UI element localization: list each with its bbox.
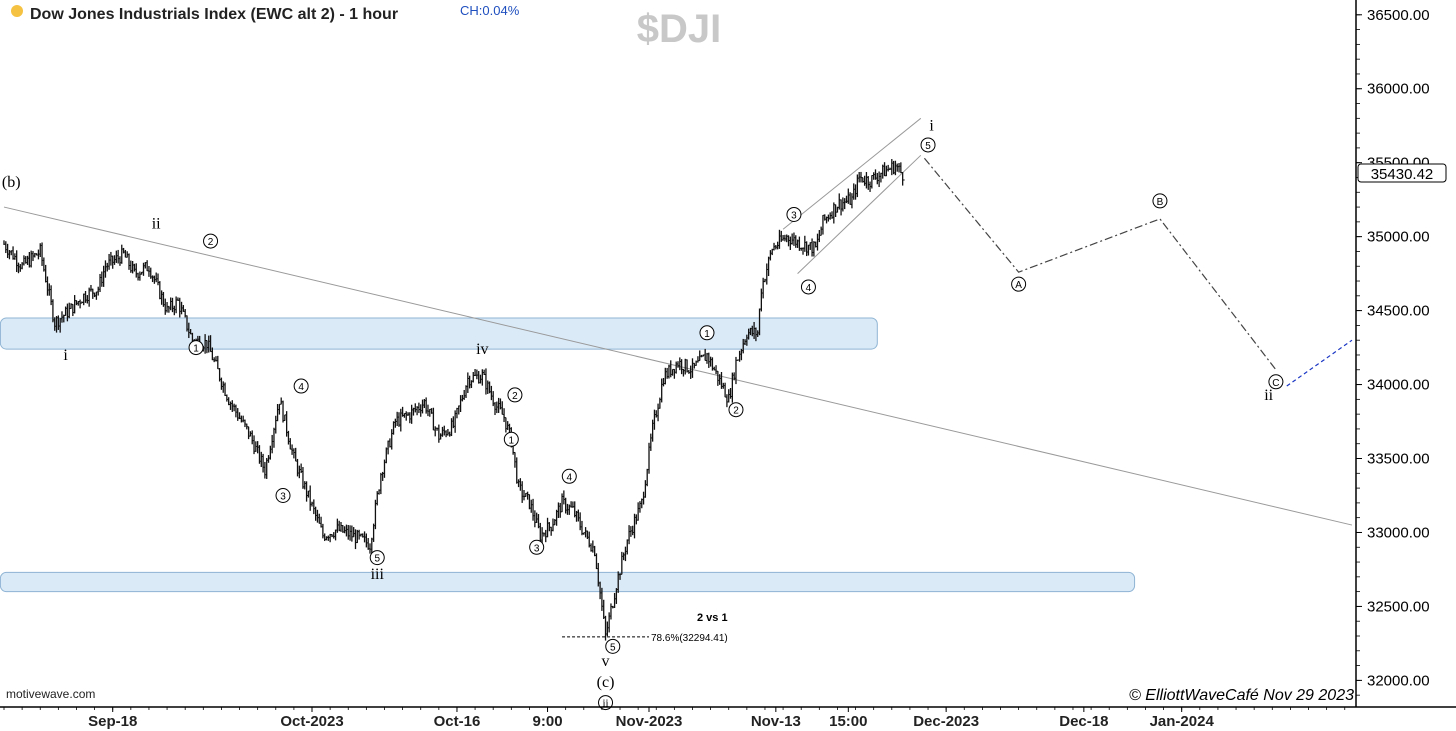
wave-label: iv bbox=[476, 341, 488, 358]
wave-label: ii bbox=[602, 698, 608, 710]
projection-label: A bbox=[1015, 280, 1022, 291]
projection-label-circle bbox=[1152, 193, 1168, 209]
support-zone-2 bbox=[0, 571, 1136, 593]
wave-label-circle bbox=[507, 387, 523, 403]
y-tick-label: 34000.00 bbox=[1367, 377, 1430, 394]
y-tick-label: 36500.00 bbox=[1367, 7, 1430, 24]
wave-label-circle bbox=[275, 487, 291, 503]
wave-label: 5 bbox=[374, 554, 380, 565]
y-tick-label: 35000.00 bbox=[1367, 229, 1430, 246]
wave-label: 1 bbox=[193, 344, 199, 355]
wave-label-circle bbox=[920, 137, 936, 153]
copyright-label: © ElliottWaveCafé Nov 29 2023 bbox=[1129, 687, 1354, 704]
fib-note: 2 vs 1 bbox=[697, 612, 728, 624]
wave-label: (b) bbox=[2, 174, 21, 191]
change-readout: CH:0.04% bbox=[460, 3, 520, 18]
wave-label-circle bbox=[188, 340, 204, 356]
wave-label-circle bbox=[728, 402, 744, 418]
wave-label: 2 bbox=[208, 237, 214, 248]
wave-label: 2 bbox=[512, 391, 518, 402]
projection-extension bbox=[1286, 339, 1353, 387]
wave-label: 3 bbox=[791, 210, 797, 221]
wave-label: (c) bbox=[597, 674, 615, 691]
wave-label-circle bbox=[699, 325, 715, 341]
x-tick-label: Nov-13 bbox=[751, 713, 801, 730]
y-tick-label: 36000.00 bbox=[1367, 81, 1430, 98]
plot-background bbox=[0, 0, 1356, 707]
wave-label: v bbox=[602, 653, 610, 670]
projection-label-circle bbox=[1011, 276, 1027, 292]
projection-label: C bbox=[1272, 378, 1279, 389]
wave-label: 5 bbox=[925, 141, 931, 152]
wave-label: ii bbox=[152, 215, 161, 232]
wave-label: 3 bbox=[280, 491, 286, 502]
last-price-box bbox=[1357, 163, 1447, 183]
y-tick-label: 33000.00 bbox=[1367, 524, 1430, 541]
wave-label-circle bbox=[605, 638, 621, 654]
status-dot-icon bbox=[11, 5, 23, 17]
last-price-label: 35430.42 bbox=[1371, 166, 1434, 183]
wave-label-circle bbox=[786, 206, 802, 222]
projection-label-circle bbox=[1268, 374, 1284, 390]
source-label: motivewave.com bbox=[6, 687, 95, 701]
channel-upper-line bbox=[782, 117, 922, 230]
wave-label-circle bbox=[203, 233, 219, 249]
wave-label: 2 bbox=[733, 406, 739, 417]
symbol-watermark: $DJI bbox=[637, 7, 722, 51]
wave-label-circle bbox=[561, 468, 577, 484]
wave-label: 3 bbox=[534, 543, 540, 554]
wave-label-circle bbox=[529, 539, 545, 555]
wave-label: 4 bbox=[806, 283, 812, 294]
wave-label: 4 bbox=[298, 382, 304, 393]
wave-label-circle bbox=[800, 279, 816, 295]
x-tick-label: Oct-16 bbox=[434, 713, 481, 730]
wave-label: 1 bbox=[704, 329, 710, 340]
wave-label-circle bbox=[598, 695, 614, 711]
x-tick-label: Dec-2023 bbox=[913, 713, 979, 730]
y-tick-label: 32000.00 bbox=[1367, 672, 1430, 689]
wave-label: iii bbox=[371, 566, 385, 583]
x-tick-label: Sep-18 bbox=[88, 713, 137, 730]
x-tick-label: Jan-2024 bbox=[1150, 713, 1215, 730]
wave-label: 4 bbox=[567, 472, 573, 483]
wave-label: 1 bbox=[509, 435, 515, 446]
ohlc-bar bbox=[902, 172, 905, 186]
x-tick-label: 15:00 bbox=[829, 713, 867, 730]
channel-lower-line bbox=[797, 154, 922, 274]
wave-label: 5 bbox=[610, 642, 616, 653]
wave-label: i bbox=[63, 347, 68, 364]
support-zone-1 bbox=[0, 317, 878, 350]
wave-label: ii bbox=[1264, 387, 1273, 404]
wave-label-circle bbox=[503, 431, 519, 447]
x-tick-label: Dec-18 bbox=[1059, 713, 1108, 730]
y-tick-label: 32500.00 bbox=[1367, 598, 1430, 615]
x-tick-label: 9:00 bbox=[533, 713, 563, 730]
wave-label-circle bbox=[369, 550, 385, 566]
y-tick-label: 33500.00 bbox=[1367, 451, 1430, 468]
projection-label: B bbox=[1157, 197, 1164, 208]
wave-label: i bbox=[929, 118, 934, 135]
x-tick-label: Oct-2023 bbox=[280, 713, 343, 730]
x-tick-label: Nov-2023 bbox=[616, 713, 683, 730]
chart-title: Dow Jones Industrials Index (EWC alt 2) … bbox=[30, 6, 398, 23]
y-tick-label: 34500.00 bbox=[1367, 303, 1430, 320]
wave-label-circle bbox=[293, 378, 309, 394]
fib-level-label: 78.6%(32294.41) bbox=[651, 633, 728, 644]
